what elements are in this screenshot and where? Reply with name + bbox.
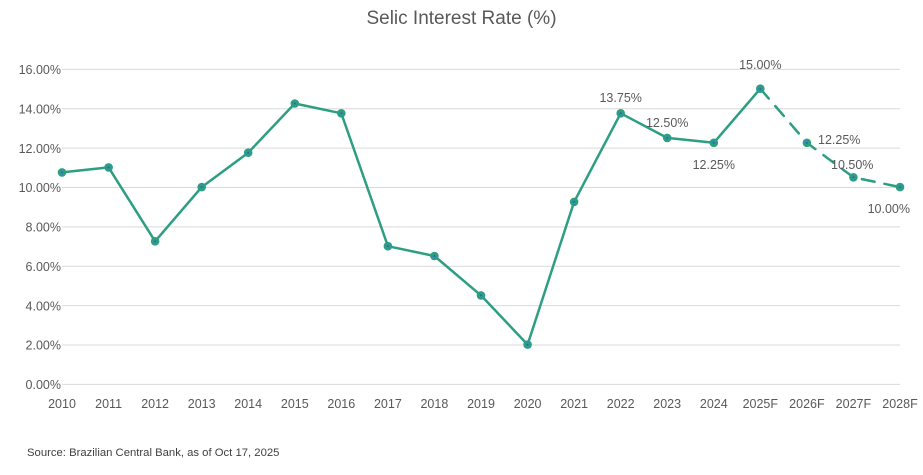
- svg-text:2026F: 2026F: [789, 397, 825, 411]
- svg-text:2016: 2016: [327, 397, 355, 411]
- svg-text:12.25%: 12.25%: [693, 158, 735, 172]
- svg-text:2028F: 2028F: [882, 397, 918, 411]
- svg-text:2019: 2019: [467, 397, 495, 411]
- svg-text:4.00%: 4.00%: [26, 299, 61, 313]
- svg-text:10.00%: 10.00%: [19, 181, 61, 195]
- svg-text:2024: 2024: [700, 397, 728, 411]
- svg-text:0.00%: 0.00%: [26, 378, 61, 392]
- svg-text:2021: 2021: [560, 397, 588, 411]
- svg-text:2.00%: 2.00%: [26, 339, 61, 353]
- svg-text:2018: 2018: [420, 397, 448, 411]
- svg-text:2015: 2015: [281, 397, 309, 411]
- svg-text:2014: 2014: [234, 397, 262, 411]
- svg-text:12.25%: 12.25%: [818, 133, 860, 147]
- svg-text:12.00%: 12.00%: [19, 142, 61, 156]
- svg-text:13.75%: 13.75%: [599, 91, 641, 105]
- svg-text:16.00%: 16.00%: [19, 63, 61, 77]
- svg-text:2012: 2012: [141, 397, 169, 411]
- svg-text:2017: 2017: [374, 397, 402, 411]
- svg-text:15.00%: 15.00%: [739, 58, 781, 72]
- svg-text:2010: 2010: [48, 397, 76, 411]
- svg-text:12.50%: 12.50%: [646, 116, 688, 130]
- svg-text:8.00%: 8.00%: [26, 221, 61, 235]
- svg-text:10.50%: 10.50%: [831, 158, 873, 172]
- svg-text:2025F: 2025F: [743, 397, 779, 411]
- svg-text:2011: 2011: [95, 397, 122, 411]
- svg-text:14.00%: 14.00%: [19, 102, 61, 116]
- svg-text:2013: 2013: [188, 397, 216, 411]
- svg-text:2027F: 2027F: [836, 397, 872, 411]
- svg-text:2020: 2020: [514, 397, 542, 411]
- svg-text:10.00%: 10.00%: [868, 202, 910, 216]
- svg-text:2023: 2023: [653, 397, 681, 411]
- svg-text:2022: 2022: [607, 397, 635, 411]
- svg-text:6.00%: 6.00%: [26, 260, 61, 274]
